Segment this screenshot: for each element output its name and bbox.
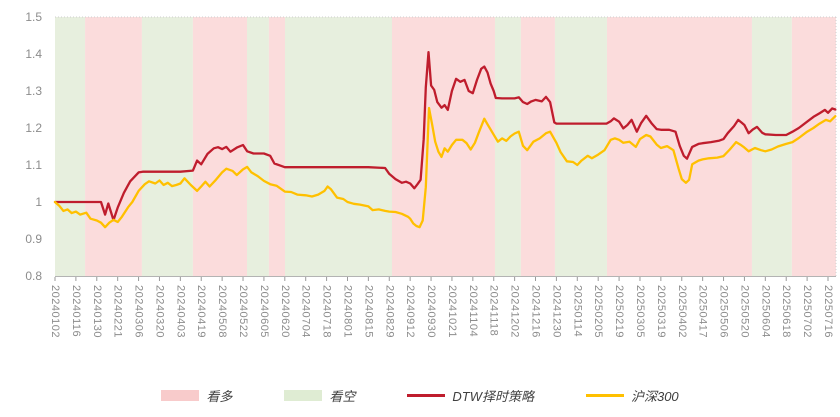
y-axis-tick-label: 1.5	[25, 10, 42, 24]
signal-band-bull	[520, 17, 555, 276]
y-axis-tick-label: 1.3	[25, 84, 42, 98]
x-axis-tick-label: 20240815	[362, 285, 374, 338]
x-axis-tick-label: 20240912	[404, 285, 416, 338]
bull-band-swatch-icon	[161, 390, 200, 401]
y-axis-tick-label: 0.9	[25, 232, 42, 246]
legend-item-dtw-strategy: DTW择时策略	[407, 386, 534, 405]
x-axis-tick-label: 20240801	[341, 285, 353, 338]
x-axis-tick-label: 20240221	[112, 285, 124, 338]
legend-item-bull: 看多	[161, 386, 232, 405]
legend-label-dtw-strategy: DTW择时策略	[452, 389, 534, 404]
x-axis-tick-label: 20241021	[446, 285, 458, 338]
x-axis-tick-label: 20240620	[279, 285, 291, 338]
x-axis-tick-label: 20240704	[300, 285, 312, 338]
legend-item-bear: 看空	[284, 386, 355, 405]
x-axis-tick-label: 20250114	[571, 285, 583, 337]
x-axis-tick-label: 20250618	[780, 285, 792, 338]
signal-band-bear	[554, 17, 607, 276]
signal-band-bear	[141, 17, 193, 276]
y-axis-tick-label: 1.2	[25, 121, 42, 135]
x-axis-tick-label: 20240102	[49, 285, 61, 338]
csi300-series-line	[53, 106, 837, 229]
x-axis-tick-label: 20250417	[697, 285, 709, 338]
dtw-strategy-series-line	[53, 50, 837, 222]
x-axis-tick-label: 20240306	[133, 285, 145, 338]
x-axis-tick-label: 20240116	[70, 285, 82, 337]
x-axis-tick-label: 20240403	[174, 285, 186, 338]
x-axis-tick-label: 20241230	[550, 285, 562, 338]
legend-label-bull: 看多	[206, 389, 233, 404]
legend-item-csi300: 沪深300	[585, 386, 679, 405]
signal-band-bull	[85, 17, 142, 276]
signal-band-bull	[791, 17, 836, 276]
chart-legend: 看多 看空 DTW择时策略 沪深300	[0, 386, 840, 405]
bear-band-swatch-icon	[284, 390, 323, 401]
x-axis-tick-label: 20240605	[258, 285, 270, 338]
x-axis-tick-label: 20250716	[822, 285, 834, 338]
red-line-swatch-icon	[407, 394, 446, 397]
x-axis-tick-label: 20240930	[425, 285, 437, 338]
x-axis-tick-label: 20241216	[530, 285, 542, 338]
x-axis-tick-label: 20240829	[383, 285, 395, 338]
yellow-line-swatch-icon	[585, 394, 624, 397]
x-axis-tick-label: 20240522	[237, 285, 249, 338]
y-axis-tick-label: 1.4	[25, 47, 42, 61]
signal-band-bull	[268, 17, 286, 276]
x-axis-tick-label: 20240508	[216, 285, 228, 338]
signal-band-bear	[494, 17, 521, 276]
x-axis-tick-label: 20241118	[488, 285, 500, 336]
signal-band-bull	[391, 17, 495, 276]
x-axis-tick-label: 20240320	[153, 285, 165, 338]
x-axis-tick-label: 20250604	[759, 285, 771, 338]
signal-band-bear	[55, 17, 86, 276]
x-axis-tick-label: 20250219	[613, 285, 625, 338]
x-axis-tick-label: 20250402	[676, 285, 688, 338]
plot-canvas: 1.5 1.4 1.3 1.2 1.1 1 0.9 0.8 20240102 20240116 20…	[25, 10, 837, 338]
x-axis-tick-label: 20250205	[592, 285, 604, 338]
x-axis-tick-label: 20241104	[467, 285, 479, 337]
legend-label-bear: 看空	[329, 389, 356, 404]
x-axis-tick-label: 20240419	[195, 285, 207, 338]
x-axis-tick-label: 20250702	[801, 285, 813, 338]
signal-band-bear	[751, 17, 792, 276]
legend-label-csi300: 沪深300	[630, 389, 679, 404]
x-axis-tick-label: 20250506	[718, 285, 730, 338]
x-axis-tick-label: 20250305	[634, 285, 646, 338]
x-axis-tick-label: 20250520	[738, 285, 750, 338]
x-axis-tick-label: 20240130	[91, 285, 103, 338]
y-axis-tick-label: 0.8	[25, 269, 42, 283]
x-axis-tick-label: 20250319	[655, 285, 667, 338]
x-axis-tick-label: 20240718	[321, 285, 333, 338]
signal-band-bear	[246, 17, 269, 276]
y-axis-tick-label: 1.1	[25, 158, 42, 172]
signal-band-bear	[285, 17, 392, 276]
y-axis-tick-label: 1	[35, 195, 42, 209]
x-axis-tick-label: 20241202	[509, 285, 521, 338]
